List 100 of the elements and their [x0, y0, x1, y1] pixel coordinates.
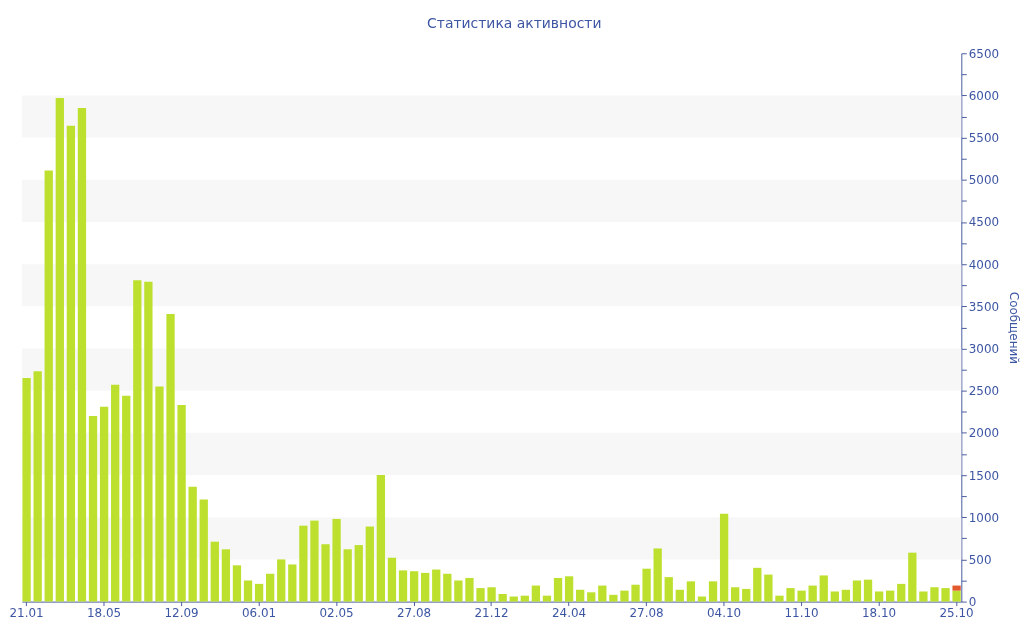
- bar: [354, 545, 363, 602]
- y-tick-label: 6500: [968, 46, 1000, 61]
- y-tick-label: 3500: [968, 299, 1000, 314]
- bar: [188, 486, 197, 602]
- x-tick-label: 18.10: [862, 606, 897, 621]
- bar: [232, 565, 242, 602]
- bar: [897, 583, 906, 602]
- bar: [775, 595, 784, 602]
- bar: [620, 590, 629, 602]
- bar: [675, 589, 684, 602]
- bar: [886, 590, 895, 602]
- bar: [952, 590, 961, 602]
- bar: [443, 573, 452, 602]
- bar: [642, 568, 651, 602]
- bar: [421, 572, 430, 602]
- bar: [708, 581, 718, 602]
- bar: [609, 594, 618, 602]
- bar: [177, 405, 186, 602]
- bar: [852, 580, 862, 602]
- bar: [553, 577, 563, 602]
- bar: [387, 557, 397, 602]
- chart-title: Статистика активности: [427, 15, 602, 32]
- bar: [376, 475, 386, 602]
- y-tick-label: 1000: [968, 510, 1000, 525]
- bar: [952, 585, 961, 591]
- bar: [830, 591, 839, 602]
- x-tick-label: 06.01: [242, 606, 277, 621]
- bar: [310, 520, 319, 602]
- bar: [454, 580, 463, 602]
- bar: [432, 569, 441, 602]
- x-tick-label: 24.04: [552, 606, 587, 621]
- bar: [476, 588, 485, 602]
- bar: [144, 281, 153, 602]
- bar: [653, 548, 662, 602]
- bar: [133, 280, 142, 602]
- y-tick-label: 3000: [968, 341, 1000, 356]
- bar: [465, 577, 474, 602]
- bar: [33, 371, 42, 602]
- x-tick-label: 27.08: [629, 606, 664, 621]
- bar: [797, 590, 806, 602]
- bar: [44, 170, 53, 602]
- bar: [277, 559, 286, 602]
- x-tick-label: 21.12: [474, 606, 509, 621]
- bar: [166, 313, 175, 602]
- bar: [321, 544, 330, 602]
- x-tick-label: 11.10: [784, 606, 819, 621]
- x-tick-label: 02.05: [319, 606, 354, 621]
- bar: [332, 518, 341, 602]
- x-tick-label: 12.09: [164, 606, 199, 621]
- bar: [598, 585, 607, 602]
- y-tick-label: 4000: [968, 257, 1000, 272]
- y-tick-label: 5500: [968, 131, 1000, 146]
- bar: [564, 576, 574, 602]
- y-tick-label: 6000: [968, 88, 1000, 103]
- bar: [221, 549, 231, 602]
- bar: [299, 525, 308, 602]
- bar: [487, 587, 496, 602]
- bar: [111, 384, 120, 602]
- bar: [686, 581, 696, 602]
- bar: [409, 571, 419, 602]
- bar: [365, 526, 374, 602]
- bar: [841, 589, 851, 602]
- bar: [664, 577, 673, 602]
- x-tick-label: 27.08: [397, 606, 432, 621]
- bar: [199, 499, 208, 602]
- bar: [941, 588, 950, 602]
- bar: [930, 587, 939, 602]
- bar: [908, 552, 917, 602]
- bar: [22, 378, 31, 602]
- x-tick-label: 04.10: [707, 606, 742, 621]
- y-axis-title: Сообщений: [1007, 291, 1022, 365]
- bar: [697, 596, 707, 602]
- bar: [243, 580, 253, 602]
- bar: [719, 513, 729, 602]
- bar: [99, 406, 109, 602]
- bar: [874, 591, 884, 602]
- bar: [509, 596, 518, 602]
- bar: [576, 589, 585, 602]
- bar: [288, 564, 297, 602]
- bar: [343, 549, 352, 602]
- y-tick-label: 500: [968, 552, 992, 567]
- y-tick-label: 4500: [968, 215, 1000, 230]
- x-tick-label: 21.01: [9, 606, 44, 621]
- bar: [819, 575, 828, 602]
- bar: [919, 591, 928, 602]
- bar: [520, 595, 529, 602]
- bar: [254, 583, 264, 602]
- bar: [77, 108, 87, 602]
- bar: [88, 416, 98, 602]
- y-tick-label: 1500: [968, 468, 1000, 483]
- bar: [531, 585, 541, 602]
- bar: [542, 595, 552, 602]
- x-tick-label: 25.10: [939, 606, 974, 621]
- bar: [122, 395, 131, 602]
- bar: [764, 574, 773, 602]
- bar: [631, 584, 640, 602]
- bar: [731, 587, 740, 602]
- bar: [808, 585, 817, 602]
- bar: [66, 125, 76, 602]
- bar: [863, 579, 873, 602]
